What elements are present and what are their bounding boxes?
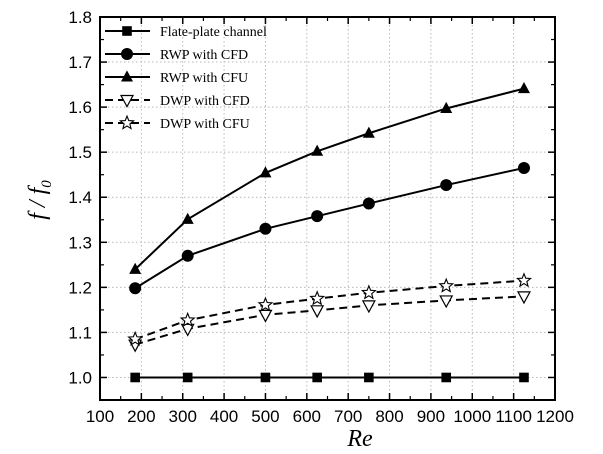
data-point-series-2 [181,212,194,224]
y-axis-title-f0-subscript: 0 [39,180,55,188]
y-axis-title: f / f0 [25,180,55,220]
y-tick-label: 1.0 [68,368,92,387]
data-point-series-2 [259,166,272,178]
data-point-series-2 [440,101,453,113]
data-point-series-4 [309,290,326,306]
y-tick-label: 1.1 [68,323,92,342]
data-point-series-2 [362,126,375,138]
x-tick-label: 1100 [495,407,532,426]
x-tick-label: 600 [293,407,321,426]
data-point-series-1 [129,282,142,295]
y-axis-title-slash: / [25,194,51,213]
y-tick-label: 1.6 [68,98,92,117]
x-tick-label: 700 [334,407,362,426]
data-point-series-3 [439,295,454,309]
legend: Flate-plate channel RWP with CFD RWP with … [105,25,267,132]
data-point-series-4 [257,296,274,312]
series-line-3 [134,295,525,346]
ticks: 100 200 300 400 500 600 700 800 900 1000 1100 1200 1… [68,8,574,426]
x-tick-label: 400 [210,407,238,426]
series-line-1 [134,166,525,290]
legend-label-4: DWP with CFU [160,117,250,132]
legend-marker-2 [121,70,133,82]
data-point-series-1 [517,161,530,174]
x-tick-label: 900 [417,407,445,426]
data-point-series-4 [360,284,377,300]
y-tick-label: 1.3 [68,233,92,252]
data-point-series-1 [181,249,194,262]
data-point-series-2 [129,262,142,274]
data-point-series-0 [441,372,452,383]
data-point-series-0 [182,372,193,383]
data-point-series-2 [311,144,324,156]
data-point-series-3 [361,300,376,314]
y-tick-label: 1.8 [68,8,92,27]
data-point-series-3 [180,323,195,337]
y-axis-title-f0: f [25,184,51,194]
x-tick-label: 200 [127,407,155,426]
data-point-series-1 [362,197,375,210]
legend-label-0: Flate-plate channel [160,25,267,40]
y-tick-label: 1.7 [68,53,92,72]
data-point-series-3 [310,305,325,319]
series-markers [127,82,532,383]
data-point-series-0 [312,372,322,383]
legend-marker-1 [121,48,133,60]
data-point-series-1 [259,222,272,235]
data-point-series-1 [311,210,324,223]
x-tick-label: 800 [375,407,403,426]
data-point-series-1 [440,179,453,192]
legend-label-2: RWP with CFU [160,71,248,86]
data-point-series-0 [364,372,374,383]
legend-marker-3 [119,94,135,108]
data-point-series-4 [515,272,532,288]
x-tick-label: 500 [251,407,279,426]
legend-label-3: DWP with CFD [160,94,250,109]
y-tick-label: 1.4 [68,188,92,207]
x-axis-title: Re [346,426,373,452]
data-point-series-3 [258,309,273,323]
legend-marker-4 [119,114,135,130]
data-point-series-0 [130,372,140,383]
y-axis-title-f: f [25,210,51,220]
data-point-series-4 [179,311,196,328]
data-point-series-4 [438,277,455,293]
legend-label-1: RWP with CFD [160,48,248,63]
x-tick-label: 300 [169,407,197,426]
legend-marker-0 [122,26,132,36]
x-tick-label: 100 [86,407,114,426]
data-point-series-4 [127,330,144,346]
data-point-series-0 [260,372,271,383]
y-tick-label: 1.2 [68,278,92,297]
y-tick-label: 1.5 [68,143,92,162]
x-tick-label: 1000 [453,407,491,426]
data-point-series-3 [516,291,531,305]
x-tick-label: 1200 [536,407,574,426]
data-point-series-0 [519,372,529,383]
data-point-series-2 [517,82,530,94]
